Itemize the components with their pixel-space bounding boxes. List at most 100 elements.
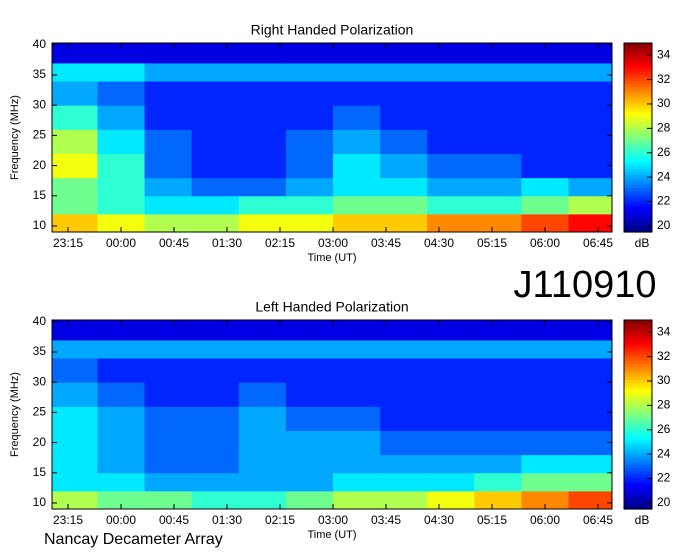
heatmap-cell — [191, 454, 240, 474]
colorbar-tick-label: 26 — [657, 422, 671, 436]
heatmap-cell — [285, 129, 334, 155]
colorbar-segment — [624, 411, 652, 416]
colorbar-segment — [624, 468, 652, 472]
heatmap-cell — [144, 454, 193, 474]
y-tick-label: 10 — [33, 495, 47, 509]
heatmap-cell — [238, 177, 287, 197]
colorbar-segment — [624, 329, 652, 334]
colorbar-tick-label: 28 — [657, 121, 671, 135]
heatmap-cell — [521, 358, 570, 383]
colorbar-segment — [624, 137, 652, 142]
colorbar-segment — [624, 74, 652, 79]
heatmap-cell — [52, 177, 98, 197]
x-tick-label: 06:45 — [583, 236, 613, 250]
colorbar-segment — [624, 408, 652, 412]
colorbar-segment — [624, 360, 652, 365]
colorbar-segment — [624, 480, 652, 485]
heatmap-cell — [474, 454, 522, 474]
heatmap-cell — [521, 320, 570, 341]
heatmap-cell — [97, 153, 146, 179]
heatmap-cell — [97, 430, 146, 456]
colorbar-segment — [624, 433, 652, 438]
heatmap-cell — [474, 472, 522, 492]
x-tick-label: 02:15 — [265, 513, 295, 527]
y-tick-label: 40 — [33, 314, 47, 328]
heatmap-cell — [474, 153, 522, 179]
heatmap-cell — [285, 382, 334, 407]
colorbar-segment — [624, 219, 652, 224]
y-tick-label: 25 — [33, 128, 47, 142]
colorbar-segment — [624, 383, 652, 387]
heatmap-cell — [333, 43, 381, 64]
heatmap-cell — [427, 430, 475, 456]
colorbar-segment — [624, 373, 652, 378]
heatmap-cell — [285, 472, 334, 492]
heatmap-cell — [521, 430, 570, 456]
colorbar-segment — [624, 146, 652, 151]
colorbar-tick-label: 32 — [657, 349, 671, 363]
y-tick-label: 15 — [33, 465, 47, 479]
heatmap-cell — [380, 406, 428, 432]
heatmap-cell — [191, 105, 240, 130]
colorbar-segment — [624, 471, 652, 475]
heatmap-cell — [285, 430, 334, 456]
heatmap-cell — [144, 81, 193, 106]
heatmap-cell — [52, 320, 98, 341]
colorbar-segment — [624, 323, 652, 327]
colorbar-segment — [624, 93, 652, 98]
heatmap-cell — [521, 62, 570, 82]
heatmap-cell — [285, 177, 334, 197]
colorbar-segment — [624, 452, 652, 457]
y-tick-label: 20 — [33, 435, 47, 449]
heatmap-cell — [285, 195, 334, 215]
x-tick-label: 03:00 — [318, 513, 348, 527]
heatmap-cell — [568, 43, 613, 64]
heatmap-cell — [191, 153, 240, 179]
colorbar-segment — [624, 496, 652, 501]
chart-title: Right Handed Polarization — [251, 22, 414, 38]
heatmap-cell — [144, 105, 193, 130]
heatmap-cell — [285, 358, 334, 383]
heatmap-cell — [191, 320, 240, 341]
heatmap-cell — [568, 454, 613, 474]
colorbar-segment — [624, 172, 652, 176]
heatmap-cell — [380, 430, 428, 456]
heatmap-cell — [144, 62, 193, 82]
heatmap-cell — [568, 320, 613, 341]
heatmap-cell — [568, 213, 613, 233]
heatmap-cell — [97, 454, 146, 474]
colorbar-segment — [624, 505, 652, 510]
colorbar-tick-label: 34 — [657, 324, 671, 338]
heatmap-cell — [285, 62, 334, 82]
heatmap-cell — [521, 472, 570, 492]
colorbar-segment — [624, 150, 652, 154]
colorbar-segment — [624, 200, 652, 205]
heatmap-cell — [285, 406, 334, 432]
colorbar-segment — [624, 187, 652, 192]
heatmap-cell — [474, 129, 522, 155]
colorbar-segment — [624, 395, 652, 400]
x-axis-label: Time (UT) — [307, 529, 356, 541]
heatmap-cell — [333, 153, 381, 179]
heatmap-cell — [427, 454, 475, 474]
heatmap-cell — [474, 62, 522, 82]
heatmap-cell — [144, 358, 193, 383]
colorbar-segment — [624, 194, 652, 198]
colorbar-segment — [624, 335, 652, 340]
heatmap-cell — [333, 105, 381, 130]
heatmap-cell — [238, 382, 287, 407]
x-tick-label: 03:45 — [371, 236, 401, 250]
footer: Nancay Decameter Array — [44, 531, 223, 548]
heatmap-cell — [52, 153, 98, 179]
colorbar-tick-label: 24 — [657, 446, 671, 460]
colorbar-segment — [624, 61, 652, 66]
y-tick-label: 10 — [33, 218, 47, 232]
colorbar-segment — [624, 401, 652, 406]
heatmap-cell — [521, 213, 570, 233]
heatmap-cell — [333, 129, 381, 155]
heatmap-cell — [191, 382, 240, 407]
heatmap-cell — [97, 213, 146, 233]
colorbar-segment — [624, 112, 652, 117]
heatmap-cell — [285, 490, 334, 510]
